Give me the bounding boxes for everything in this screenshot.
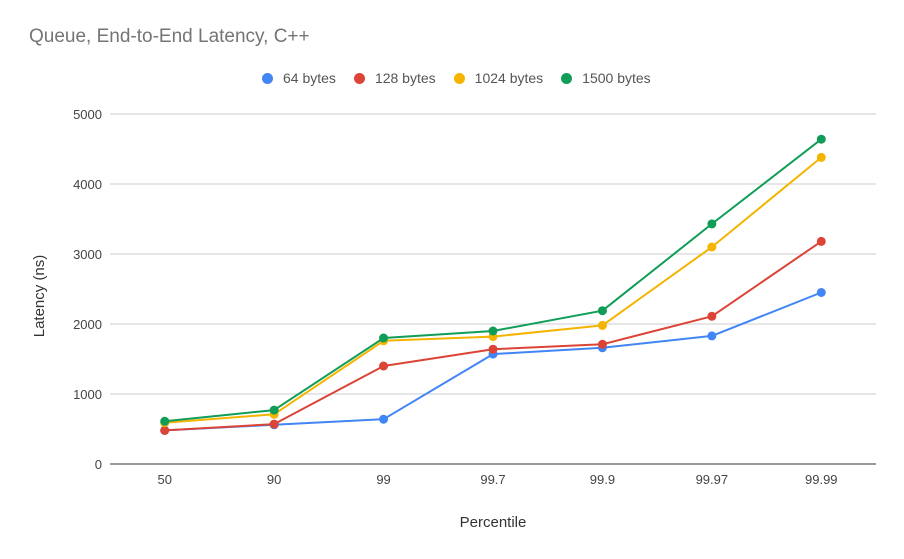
y-tick-label: 2000 bbox=[73, 317, 102, 332]
y-tick-label: 5000 bbox=[73, 107, 102, 122]
data-point bbox=[707, 331, 717, 341]
legend-item-128-bytes[interactable]: 128 bytes bbox=[353, 70, 436, 86]
data-point bbox=[160, 425, 170, 435]
data-point bbox=[707, 242, 717, 252]
data-point bbox=[379, 361, 389, 371]
data-point bbox=[488, 344, 498, 354]
y-tick-label: 0 bbox=[95, 457, 102, 472]
x-tick-label: 90 bbox=[267, 472, 281, 487]
data-point bbox=[816, 134, 826, 144]
x-axis-label: Percentile bbox=[460, 514, 527, 531]
data-point bbox=[597, 320, 607, 330]
x-axis-ticks: 50 90 99 99.7 99.9 99.97 99.99 bbox=[157, 472, 837, 487]
series-line bbox=[164, 291, 822, 432]
gridlines bbox=[110, 113, 876, 465]
data-point bbox=[597, 339, 607, 349]
chart-title: Queue, End-to-End Latency, C++ bbox=[29, 26, 310, 47]
series-1024-bytes bbox=[160, 152, 826, 428]
x-tick-label: 99.7 bbox=[480, 472, 505, 487]
data-point bbox=[707, 219, 717, 229]
legend-marker bbox=[453, 72, 465, 84]
data-point bbox=[597, 306, 607, 316]
legend: 64 bytes 128 bytes 1024 bytes 1500 bytes bbox=[262, 70, 669, 86]
data-point bbox=[707, 311, 717, 321]
data-point bbox=[816, 236, 826, 246]
data-point bbox=[379, 333, 389, 343]
x-tick-label: 99.9 bbox=[590, 472, 615, 487]
data-point bbox=[269, 405, 279, 415]
legend-item-1024-bytes[interactable]: 1024 bytes bbox=[453, 70, 544, 86]
legend-marker bbox=[262, 72, 273, 84]
series-1500-bytes bbox=[160, 134, 826, 426]
y-tick-label: 4000 bbox=[73, 177, 102, 192]
legend-label: 128 bytes bbox=[374, 70, 436, 86]
x-tick-label: 99 bbox=[376, 472, 390, 487]
legend-label: 1500 bytes bbox=[582, 70, 651, 86]
y-axis-label: Latency (ns) bbox=[31, 255, 48, 338]
x-tick-label: 99.99 bbox=[805, 472, 838, 487]
series-line bbox=[164, 156, 822, 424]
series-lines bbox=[160, 134, 826, 435]
series-128-bytes bbox=[160, 236, 826, 435]
y-tick-label: 1000 bbox=[73, 387, 102, 402]
legend-item-64-bytes[interactable]: 64 bytes bbox=[262, 70, 336, 86]
legend-label: 64 bytes bbox=[283, 70, 336, 86]
data-point bbox=[488, 326, 498, 336]
data-point bbox=[379, 414, 389, 424]
legend-marker bbox=[353, 72, 365, 84]
series-line bbox=[164, 138, 822, 423]
legend-marker bbox=[561, 72, 573, 84]
series-64-bytes bbox=[160, 288, 826, 435]
y-tick-label: 3000 bbox=[73, 247, 102, 262]
x-tick-label: 50 bbox=[157, 472, 171, 487]
x-tick-label: 99.97 bbox=[696, 472, 729, 487]
data-point bbox=[816, 288, 826, 297]
legend-item-1500-bytes[interactable]: 1500 bytes bbox=[561, 70, 651, 86]
legend-label: 1024 bytes bbox=[474, 70, 544, 86]
data-point bbox=[269, 419, 279, 429]
y-axis-ticks: 0 1000 2000 3000 4000 5000 bbox=[73, 107, 102, 472]
data-point bbox=[160, 416, 170, 426]
data-point bbox=[816, 152, 826, 162]
